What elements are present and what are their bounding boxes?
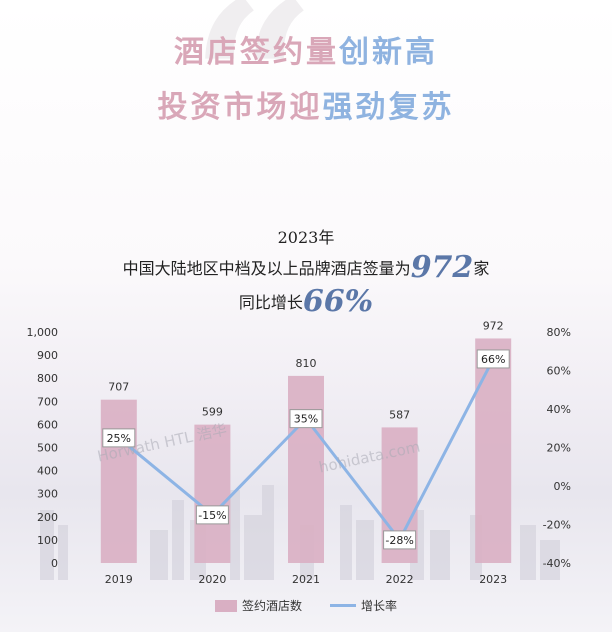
y2-axis-tick-label: -20%	[543, 519, 571, 532]
x-axis-tick-label: 2023	[479, 573, 507, 586]
headline-line-2: 投资市场迎强劲复苏	[0, 93, 612, 123]
y-axis-tick-label: 200	[37, 511, 58, 524]
growth-rate-label-box	[383, 530, 417, 550]
y-axis-tick-label: 300	[37, 488, 58, 501]
bar	[475, 338, 512, 563]
bar-value-label: 972	[483, 319, 504, 332]
headline-line-1-pink: 酒店签约量	[174, 35, 339, 70]
legend-bar-swatch	[214, 599, 237, 612]
intro-line-1-text: 中国大陆地区中档及以上品牌酒店签量为	[122, 259, 411, 278]
y-axis-tick-label: 100	[37, 534, 58, 547]
y-axis-tick-label: 900	[37, 349, 58, 362]
growth-rate-label: -15%	[198, 509, 226, 522]
quote-mark-decoration: “	[190, 0, 317, 211]
growth-rate-label-box	[289, 409, 323, 429]
y2-axis-tick-label: 60%	[547, 365, 571, 378]
growth-rate-label-box	[102, 428, 136, 448]
bar-value-label: 810	[296, 357, 317, 370]
y2-axis-tick-label: 80%	[547, 326, 571, 339]
bar	[100, 399, 137, 563]
headline-line-1-blue: 创新高	[339, 35, 438, 70]
growth-rate-label: 66%	[481, 353, 505, 366]
y-axis-tick-label: 500	[37, 442, 58, 455]
y-axis-tick-label: 700	[37, 395, 58, 408]
x-axis-tick-label: 2021	[292, 573, 320, 586]
growth-rate-label: 25%	[107, 432, 131, 445]
y-axis-tick-label: 600	[37, 418, 58, 431]
intro-line-2: 同比增长66%	[0, 284, 612, 319]
chart-legend: 签约酒店数 增长率	[0, 597, 612, 614]
bar-value-label: 599	[202, 406, 223, 419]
bar	[194, 424, 231, 563]
headline-line-2-pink: 投资市场迎	[157, 90, 323, 125]
y2-axis-tick-label: 0%	[554, 480, 571, 493]
y-axis-tick-label: 1,000	[27, 326, 59, 339]
legend-line-swatch	[330, 604, 356, 607]
city-skyline-background	[40, 485, 560, 580]
growth-rate-label-box	[195, 505, 229, 525]
bar-value-label: 707	[108, 381, 129, 394]
x-axis-tick-label: 2020	[198, 573, 226, 586]
bar-value-label: 587	[389, 408, 410, 421]
intro-line-1-suffix: 家	[473, 259, 490, 278]
intro-year: 2023年	[277, 228, 335, 247]
x-axis-tick-label: 2022	[386, 573, 414, 586]
growth-rate-label: -28%	[385, 534, 413, 547]
intro-line-1-number: 972	[410, 250, 474, 285]
intro-line-2-text: 同比增长	[238, 293, 303, 312]
y2-axis-tick-label: 40%	[547, 403, 571, 416]
growth-rate-label-box	[476, 349, 510, 369]
y2-axis-tick-label: 20%	[547, 442, 571, 455]
intro-line-1: 中国大陆地区中档及以上品牌酒店签量为972家	[0, 250, 612, 285]
y-axis-tick-label: 800	[37, 372, 58, 385]
intro-line-2-number: 66%	[302, 284, 374, 319]
headline-line-2-blue: 强劲复苏	[322, 90, 455, 125]
legend-line-label: 增长率	[361, 599, 398, 613]
headline-line-1: 酒店签约量创新高	[0, 38, 612, 68]
y-axis-tick-label: 0	[51, 557, 58, 570]
growth-rate-label: 35%	[294, 413, 318, 426]
bar	[288, 375, 324, 563]
y2-axis-tick-label: -40%	[543, 557, 571, 570]
x-axis-tick-label: 2019	[105, 573, 133, 586]
legend-bar-label: 签约酒店数	[241, 599, 302, 613]
y-axis-tick-label: 400	[37, 465, 58, 478]
